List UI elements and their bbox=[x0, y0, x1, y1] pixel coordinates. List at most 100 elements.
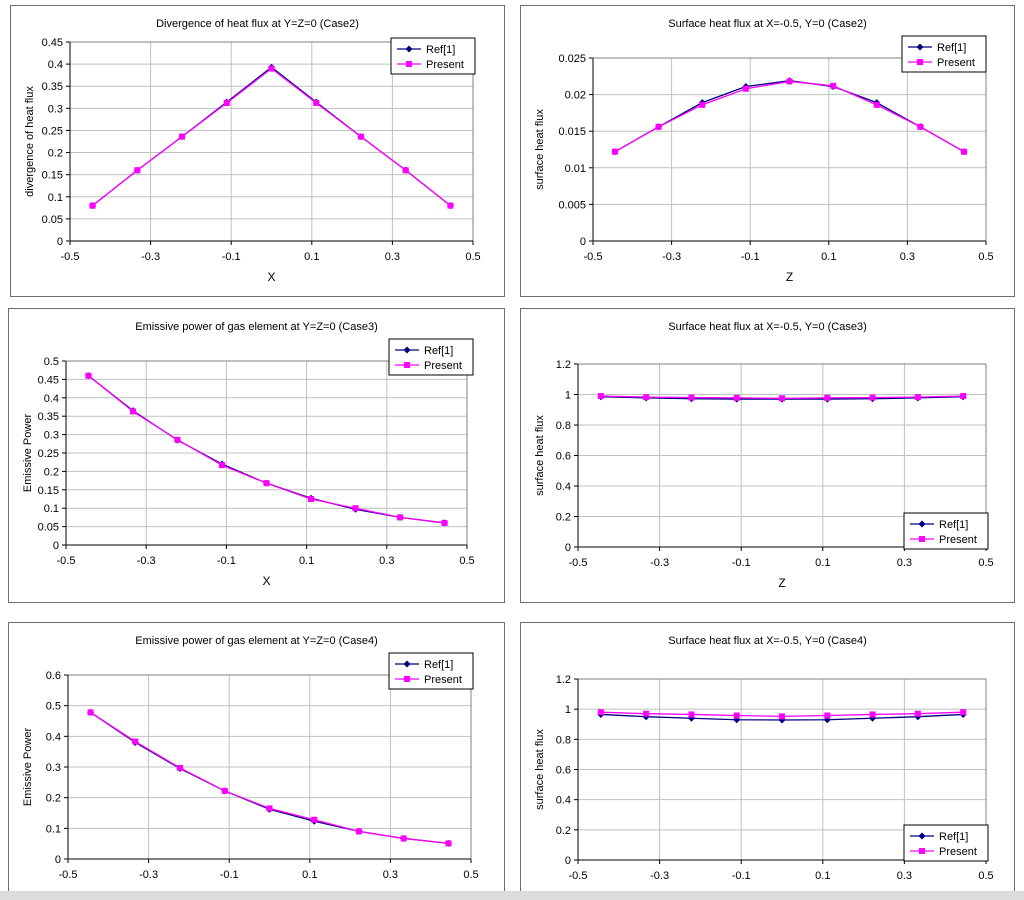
data-point bbox=[263, 480, 270, 487]
x-tick-label: 0.3 bbox=[900, 251, 915, 263]
data-point bbox=[85, 372, 92, 379]
x-tick-label: 0.3 bbox=[897, 557, 912, 569]
legend-marker bbox=[919, 848, 925, 854]
legend-marker bbox=[406, 61, 412, 67]
legend-marker bbox=[403, 346, 411, 354]
data-point bbox=[400, 835, 407, 842]
y-tick-label: 0.5 bbox=[46, 701, 61, 713]
series-markers-present bbox=[612, 78, 967, 155]
data-point bbox=[445, 840, 452, 847]
chart-panel-surface-flux-case4: Surface heat flux at X=-0.5, Y=0 (Case4)… bbox=[520, 622, 1015, 896]
data-point bbox=[655, 123, 662, 130]
y-axis-label: Emissive Power bbox=[22, 414, 34, 493]
series-markers-present bbox=[597, 709, 967, 720]
y-tick-label: 0.15 bbox=[38, 485, 59, 497]
y-tick-label: 1 bbox=[565, 704, 571, 716]
chart-panel-surface-flux-case3: Surface heat flux at X=-0.5, Y=0 (Case3)… bbox=[520, 308, 1015, 603]
data-point bbox=[129, 408, 136, 415]
x-tick-label: 0.3 bbox=[385, 251, 400, 263]
y-tick-label: 1.2 bbox=[556, 674, 571, 686]
legend-label: Ref[1] bbox=[424, 659, 453, 671]
plot-area bbox=[70, 42, 473, 241]
data-point bbox=[134, 167, 141, 174]
x-tick-label: -0.3 bbox=[650, 870, 669, 882]
y-tick-label: 0.3 bbox=[46, 762, 61, 774]
chart-title: Emissive power of gas element at Y=Z=0 (… bbox=[135, 321, 378, 333]
legend-marker bbox=[918, 832, 926, 840]
y-tick-label: 0.025 bbox=[558, 53, 586, 65]
legend-label: Present bbox=[426, 59, 464, 71]
data-point bbox=[612, 148, 619, 155]
data-point bbox=[914, 710, 921, 717]
legend-label: Ref[1] bbox=[939, 519, 968, 531]
y-tick-label: 0.2 bbox=[46, 793, 61, 805]
x-tick-label: 0.5 bbox=[978, 251, 993, 263]
data-point bbox=[352, 505, 359, 512]
data-point bbox=[597, 709, 604, 716]
legend-box bbox=[390, 37, 476, 75]
legend-box bbox=[903, 824, 989, 862]
x-tick-label: -0.5 bbox=[569, 870, 588, 882]
chart-svg: Divergence of heat flux at Y=Z=0 (Case2)… bbox=[24, 18, 481, 284]
x-tick-label: -0.1 bbox=[217, 555, 236, 567]
x-tick-label: 0.5 bbox=[459, 555, 474, 567]
legend-label: Present bbox=[939, 534, 977, 546]
legend: Ref[1] Present bbox=[903, 824, 989, 862]
data-point bbox=[824, 394, 831, 401]
x-tick-label: -0.3 bbox=[141, 251, 160, 263]
legend-label: Present bbox=[937, 57, 975, 69]
chart-title: Divergence of heat flux at Y=Z=0 (Case2) bbox=[156, 18, 359, 30]
data-point bbox=[824, 712, 831, 719]
data-point bbox=[869, 711, 876, 718]
y-tick-label: 0.3 bbox=[48, 103, 63, 115]
data-point bbox=[357, 133, 364, 140]
y-tick-label: 0.15 bbox=[42, 170, 63, 182]
data-point bbox=[873, 101, 880, 108]
data-point bbox=[177, 764, 184, 771]
y-tick-label: 0.45 bbox=[42, 37, 63, 49]
data-point bbox=[266, 805, 273, 812]
y-tick-label: 0.6 bbox=[556, 765, 571, 777]
legend-marker bbox=[404, 362, 410, 368]
y-tick-label: 0.2 bbox=[556, 512, 571, 524]
data-point bbox=[869, 394, 876, 401]
chart-svg: Emissive power of gas element at Y=Z=0 (… bbox=[22, 321, 475, 588]
data-point bbox=[960, 709, 967, 716]
x-tick-label: 0.5 bbox=[465, 251, 480, 263]
x-tick-label: 0.3 bbox=[383, 869, 398, 881]
legend-label: Ref[1] bbox=[937, 42, 966, 54]
y-tick-label: 0.005 bbox=[558, 199, 586, 211]
legend-label: Ref[1] bbox=[424, 345, 453, 357]
y-tick-label: 0 bbox=[580, 236, 586, 248]
series-markers-present bbox=[87, 709, 452, 847]
data-point bbox=[742, 85, 749, 92]
x-tick-label: -0.1 bbox=[732, 870, 751, 882]
data-point bbox=[830, 82, 837, 89]
chart-panel-emissive-case4: Emissive power of gas element at Y=Z=0 (… bbox=[8, 622, 505, 896]
y-tick-label: 0.1 bbox=[48, 192, 63, 204]
chart-panel-surface-flux-case2: Surface heat flux at X=-0.5, Y=0 (Case2)… bbox=[520, 5, 1015, 297]
legend-box bbox=[901, 35, 987, 73]
y-tick-label: 0.015 bbox=[558, 126, 586, 138]
legend-label: Ref[1] bbox=[426, 44, 455, 56]
data-point bbox=[313, 100, 320, 107]
chart-title: Surface heat flux at X=-0.5, Y=0 (Case2) bbox=[668, 18, 867, 30]
y-tick-label: 0.25 bbox=[38, 448, 59, 460]
y-tick-label: 0.2 bbox=[44, 466, 59, 478]
x-tick-label: -0.1 bbox=[222, 251, 241, 263]
y-tick-label: 0 bbox=[565, 855, 571, 867]
y-tick-label: 0.8 bbox=[556, 420, 571, 432]
y-tick-label: 0.6 bbox=[46, 670, 61, 682]
legend-marker bbox=[919, 536, 925, 542]
legend: Ref[1] Present bbox=[388, 652, 474, 690]
y-tick-label: 0.25 bbox=[42, 125, 63, 137]
data-point bbox=[643, 710, 650, 717]
y-tick-label: 0.1 bbox=[46, 823, 61, 835]
legend: Ref[1] Present bbox=[390, 37, 476, 75]
chart-svg: Surface heat flux at X=-0.5, Y=0 (Case2)… bbox=[534, 18, 994, 284]
x-axis-label: Z bbox=[786, 270, 793, 284]
x-axis-label: Z bbox=[778, 576, 785, 590]
x-tick-label: -0.5 bbox=[584, 251, 603, 263]
y-tick-label: 0.01 bbox=[565, 163, 586, 175]
